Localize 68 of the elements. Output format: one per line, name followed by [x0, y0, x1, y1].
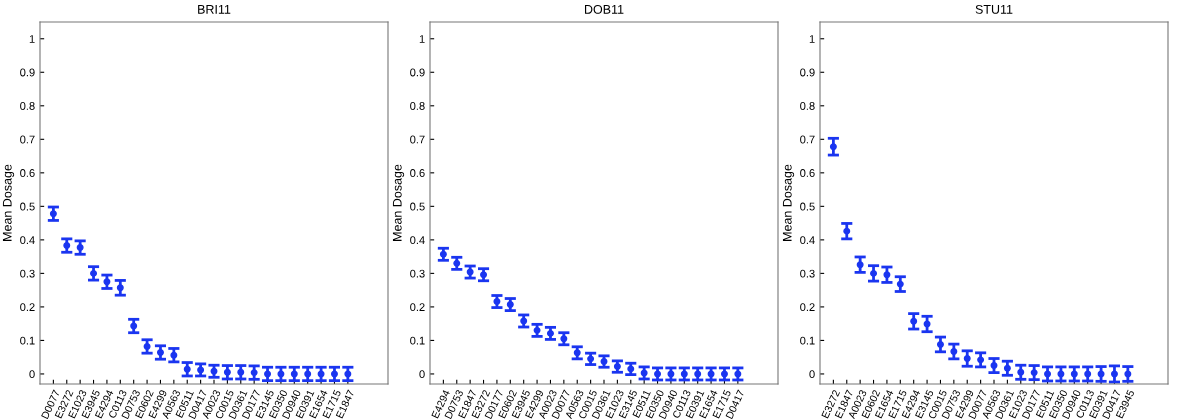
- point: [1070, 370, 1078, 378]
- y-tick-label: 0: [29, 370, 35, 379]
- point: [883, 271, 891, 279]
- y-tick-label: 0.6: [800, 169, 815, 177]
- y-tick-label: 0.4: [20, 236, 35, 245]
- point: [829, 143, 837, 151]
- y-axis-title: Mean Dosage: [782, 164, 795, 241]
- y-tick-label: 0.6: [410, 169, 425, 177]
- y-tick-label: 0.9: [410, 68, 425, 77]
- y-tick-label: 0.3: [410, 269, 425, 278]
- y-tick-label: 0.1: [410, 336, 425, 345]
- point: [1044, 370, 1052, 378]
- chart-title: BRI11: [198, 5, 231, 14]
- point: [90, 269, 98, 277]
- point: [116, 284, 124, 292]
- point: [1097, 370, 1105, 378]
- point: [963, 355, 971, 362]
- y-tick-label: 0.7: [800, 135, 815, 144]
- y-tick-label: 0.2: [800, 303, 815, 312]
- y-tick-label: 0.3: [20, 269, 35, 278]
- y-tick-label: 0.1: [20, 336, 35, 345]
- point: [1110, 370, 1118, 378]
- point: [896, 280, 904, 288]
- point: [1084, 370, 1092, 378]
- point: [1030, 369, 1038, 377]
- y-tick-label: 0.5: [410, 202, 425, 211]
- point: [910, 317, 918, 325]
- y-tick-label: 0.8: [20, 102, 35, 110]
- y-tick-label: 0.8: [800, 102, 815, 110]
- point: [1017, 368, 1025, 376]
- point: [143, 342, 151, 350]
- point: [843, 227, 851, 235]
- point: [250, 369, 258, 377]
- y-tick-label: 0.7: [20, 135, 35, 144]
- point: [870, 269, 878, 277]
- y-tick-label: 0.5: [20, 202, 35, 211]
- y-tick-label: 0.1: [800, 336, 815, 345]
- y-tick-label: 0.7: [410, 135, 425, 144]
- y-tick-label: 0.9: [20, 68, 35, 77]
- y-tick-label: 1: [419, 35, 425, 43]
- chart-title: STU11: [975, 4, 1013, 14]
- chart-title: DOB11: [584, 4, 624, 14]
- point: [76, 244, 84, 252]
- y-tick-label: 0.4: [800, 236, 815, 245]
- point: [950, 348, 958, 355]
- y-tick-label: 0.5: [800, 202, 815, 211]
- y-tick-label: 1: [29, 35, 35, 43]
- y-tick-label: 0.9: [800, 68, 815, 77]
- y-axis-title: Mean Dosage: [2, 164, 15, 241]
- y-tick-label: 0.4: [410, 236, 425, 245]
- y-tick-label: 1: [809, 35, 815, 43]
- y-tick-label: 0.6: [20, 169, 35, 177]
- y-tick-label: 0.2: [20, 303, 35, 312]
- point: [1057, 370, 1065, 378]
- y-tick-label: 0.3: [800, 269, 815, 278]
- point: [1124, 370, 1132, 378]
- point: [936, 340, 944, 348]
- point: [990, 362, 998, 370]
- y-tick-label: 0: [419, 370, 425, 379]
- y-tick-label: 0.2: [410, 303, 425, 312]
- point: [1003, 364, 1011, 372]
- y-axis-title: Mean Dosage: [392, 164, 405, 241]
- point: [63, 242, 71, 250]
- y-tick-label: 0: [809, 370, 815, 379]
- point: [156, 349, 164, 356]
- y-tick-label: 0.8: [410, 102, 425, 110]
- point: [977, 356, 985, 364]
- point: [856, 261, 864, 269]
